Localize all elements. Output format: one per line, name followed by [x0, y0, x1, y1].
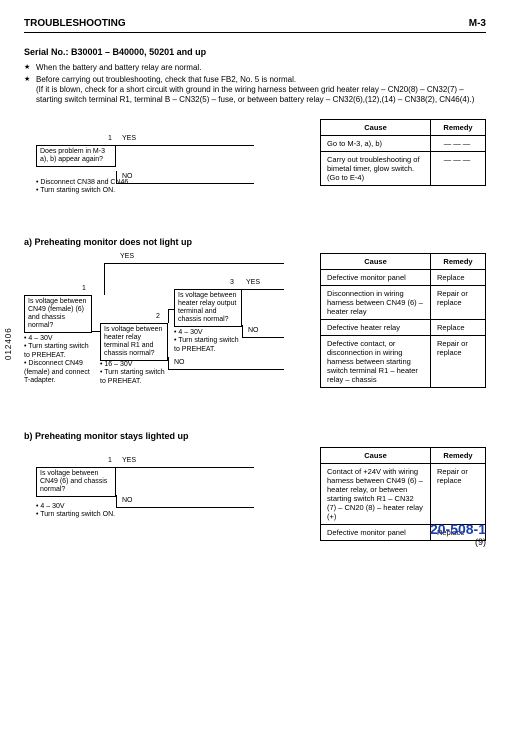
- diagram-a: YES 1 Is voltage between CN49 (female) (…: [24, 253, 284, 413]
- diagram-top: 1 YES Does problem in M-3 a), b) appear …: [24, 119, 254, 219]
- diagA-box3: Is voltage between heater relay output t…: [174, 289, 242, 327]
- diag0-box: Does problem in M-3 a), b) appear again?: [36, 145, 116, 167]
- page-number: 20-508-1 (9): [430, 521, 486, 547]
- table-top: CauseRemedy Go to M-3, a), b)——— Carry o…: [320, 119, 486, 186]
- header-rule: [24, 32, 486, 33]
- diagram-b: 1 YES Is voltage between CN49 (6) and ch…: [24, 447, 254, 537]
- bullet-2: Before carrying out troubleshooting, che…: [36, 75, 486, 105]
- section-a-title: a) Preheating monitor does not light up: [24, 237, 486, 247]
- diag0-notes: • Disconnect CN38 and CN46. • Turn start…: [36, 179, 136, 196]
- section-b-title: b) Preheating monitor stays lighted up: [24, 431, 486, 441]
- diagB-notes: • 4 – 30V • Turn starting switch ON.: [36, 503, 156, 520]
- diagA-box1: Is voltage between CN49 (female) (6) and…: [24, 295, 92, 333]
- bullet-1: When the battery and battery relay are n…: [36, 63, 486, 73]
- table-a: CauseRemedy Defective monitor panelRepla…: [320, 253, 486, 388]
- diagA-box2: Is voltage between heater relay terminal…: [100, 323, 168, 361]
- diagB-box: Is voltage between CN49 (6) and chassis …: [36, 467, 116, 497]
- header-left: TROUBLESHOOTING: [24, 18, 126, 29]
- side-code: 012406: [4, 327, 13, 360]
- intro-bullets: When the battery and battery relay are n…: [24, 63, 486, 105]
- serial-line: Serial No.: B30001 – B40000, 50201 and u…: [24, 47, 486, 57]
- header-right: M-3: [469, 18, 486, 29]
